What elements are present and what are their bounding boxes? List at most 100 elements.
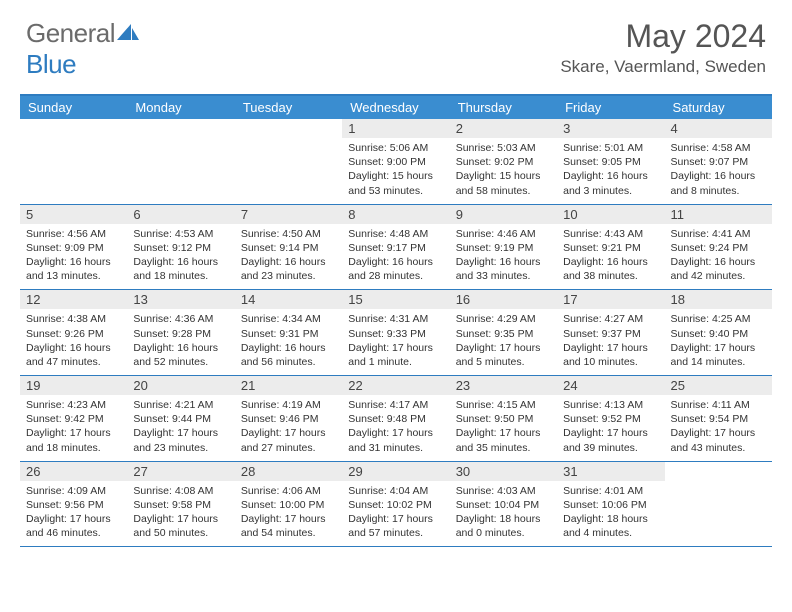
logo-text: General Blue <box>26 18 139 80</box>
day-info: Sunrise: 4:34 AMSunset: 9:31 PMDaylight:… <box>241 312 336 369</box>
day-cell <box>235 119 342 204</box>
day-number: 6 <box>127 205 234 224</box>
logo-text-blue: Blue <box>26 49 76 79</box>
sunset-text: Sunset: 9:26 PM <box>26 327 121 341</box>
sunset-text: Sunset: 10:04 PM <box>456 498 551 512</box>
sunset-text: Sunset: 9:42 PM <box>26 412 121 426</box>
sunset-text: Sunset: 9:00 PM <box>348 155 443 169</box>
day-number <box>127 119 234 138</box>
sunrise-text: Sunrise: 4:34 AM <box>241 312 336 326</box>
day-cell: 14Sunrise: 4:34 AMSunset: 9:31 PMDayligh… <box>235 290 342 375</box>
day-header: Saturday <box>665 96 772 119</box>
sunrise-text: Sunrise: 4:50 AM <box>241 227 336 241</box>
sunset-text: Sunset: 9:37 PM <box>563 327 658 341</box>
sunset-text: Sunset: 9:02 PM <box>456 155 551 169</box>
day-header: Sunday <box>20 96 127 119</box>
sunrise-text: Sunrise: 4:58 AM <box>671 141 766 155</box>
day-header: Thursday <box>450 96 557 119</box>
sunrise-text: Sunrise: 5:03 AM <box>456 141 551 155</box>
daylight-text: Daylight: 16 hours and 52 minutes. <box>133 341 228 369</box>
day-number: 9 <box>450 205 557 224</box>
day-cell: 12Sunrise: 4:38 AMSunset: 9:26 PMDayligh… <box>20 290 127 375</box>
sunset-text: Sunset: 9:24 PM <box>671 241 766 255</box>
day-info: Sunrise: 4:58 AMSunset: 9:07 PMDaylight:… <box>671 141 766 198</box>
sunset-text: Sunset: 9:33 PM <box>348 327 443 341</box>
day-number: 21 <box>235 376 342 395</box>
day-info: Sunrise: 4:41 AMSunset: 9:24 PMDaylight:… <box>671 227 766 284</box>
day-number <box>665 462 772 481</box>
daylight-text: Daylight: 18 hours and 4 minutes. <box>563 512 658 540</box>
sunset-text: Sunset: 10:00 PM <box>241 498 336 512</box>
daylight-text: Daylight: 17 hours and 10 minutes. <box>563 341 658 369</box>
day-cell: 9 Sunrise: 4:46 AMSunset: 9:19 PMDaylight… <box>450 205 557 290</box>
day-number: 23 <box>450 376 557 395</box>
sunrise-text: Sunrise: 4:38 AM <box>26 312 121 326</box>
day-number: 2 <box>450 119 557 138</box>
week-row: 26Sunrise: 4:09 AMSunset: 9:56 PMDayligh… <box>20 462 772 548</box>
day-cell: 29Sunrise: 4:04 AMSunset: 10:02 PMDaylig… <box>342 462 449 547</box>
day-info: Sunrise: 4:17 AMSunset: 9:48 PMDaylight:… <box>348 398 443 455</box>
logo: General Blue <box>26 18 139 80</box>
day-info: Sunrise: 4:27 AMSunset: 9:37 PMDaylight:… <box>563 312 658 369</box>
daylight-text: Daylight: 17 hours and 23 minutes. <box>133 426 228 454</box>
day-cell: 15Sunrise: 4:31 AMSunset: 9:33 PMDayligh… <box>342 290 449 375</box>
week-row: 12Sunrise: 4:38 AMSunset: 9:26 PMDayligh… <box>20 290 772 376</box>
day-number <box>235 119 342 138</box>
day-info: Sunrise: 4:46 AMSunset: 9:19 PMDaylight:… <box>456 227 551 284</box>
sunrise-text: Sunrise: 4:03 AM <box>456 484 551 498</box>
sunrise-text: Sunrise: 4:15 AM <box>456 398 551 412</box>
daylight-text: Daylight: 16 hours and 56 minutes. <box>241 341 336 369</box>
day-info: Sunrise: 4:23 AMSunset: 9:42 PMDaylight:… <box>26 398 121 455</box>
sunrise-text: Sunrise: 4:53 AM <box>133 227 228 241</box>
sunset-text: Sunset: 9:52 PM <box>563 412 658 426</box>
day-number: 3 <box>557 119 664 138</box>
day-cell: 28Sunrise: 4:06 AMSunset: 10:00 PMDaylig… <box>235 462 342 547</box>
day-cell: 11 Sunrise: 4:41 AMSunset: 9:24 PMDayligh… <box>665 205 772 290</box>
sunset-text: Sunset: 9:44 PM <box>133 412 228 426</box>
day-info: Sunrise: 4:03 AMSunset: 10:04 PMDaylight… <box>456 484 551 541</box>
sunset-text: Sunset: 9:14 PM <box>241 241 336 255</box>
sunset-text: Sunset: 9:12 PM <box>133 241 228 255</box>
day-number: 4 <box>665 119 772 138</box>
sunrise-text: Sunrise: 4:06 AM <box>241 484 336 498</box>
sunrise-text: Sunrise: 4:13 AM <box>563 398 658 412</box>
day-info: Sunrise: 4:08 AMSunset: 9:58 PMDaylight:… <box>133 484 228 541</box>
daylight-text: Daylight: 17 hours and 46 minutes. <box>26 512 121 540</box>
sunset-text: Sunset: 9:19 PM <box>456 241 551 255</box>
sunrise-text: Sunrise: 4:48 AM <box>348 227 443 241</box>
day-cell: 13Sunrise: 4:36 AMSunset: 9:28 PMDayligh… <box>127 290 234 375</box>
daylight-text: Daylight: 17 hours and 27 minutes. <box>241 426 336 454</box>
sunset-text: Sunset: 9:09 PM <box>26 241 121 255</box>
daylight-text: Daylight: 17 hours and 31 minutes. <box>348 426 443 454</box>
day-cell: 10Sunrise: 4:43 AMSunset: 9:21 PMDayligh… <box>557 205 664 290</box>
day-info: Sunrise: 4:04 AMSunset: 10:02 PMDaylight… <box>348 484 443 541</box>
daylight-text: Daylight: 16 hours and 8 minutes. <box>671 169 766 197</box>
day-number: 1 <box>342 119 449 138</box>
day-number: 20 <box>127 376 234 395</box>
day-header: Tuesday <box>235 96 342 119</box>
day-info: Sunrise: 4:43 AMSunset: 9:21 PMDaylight:… <box>563 227 658 284</box>
week-row: 5Sunrise: 4:56 AMSunset: 9:09 PMDaylight… <box>20 205 772 291</box>
daylight-text: Daylight: 17 hours and 14 minutes. <box>671 341 766 369</box>
sunrise-text: Sunrise: 4:41 AM <box>671 227 766 241</box>
sunrise-text: Sunrise: 4:27 AM <box>563 312 658 326</box>
day-cell: 19Sunrise: 4:23 AMSunset: 9:42 PMDayligh… <box>20 376 127 461</box>
day-number: 5 <box>20 205 127 224</box>
day-info: Sunrise: 4:19 AMSunset: 9:46 PMDaylight:… <box>241 398 336 455</box>
day-info: Sunrise: 4:31 AMSunset: 9:33 PMDaylight:… <box>348 312 443 369</box>
day-cell: 1Sunrise: 5:06 AMSunset: 9:00 PMDaylight… <box>342 119 449 204</box>
day-cell: 30Sunrise: 4:03 AMSunset: 10:04 PMDaylig… <box>450 462 557 547</box>
day-number: 11 <box>665 205 772 224</box>
day-header: Friday <box>557 96 664 119</box>
daylight-text: Daylight: 15 hours and 58 minutes. <box>456 169 551 197</box>
daylight-text: Daylight: 16 hours and 18 minutes. <box>133 255 228 283</box>
day-info: Sunrise: 4:06 AMSunset: 10:00 PMDaylight… <box>241 484 336 541</box>
day-info: Sunrise: 4:15 AMSunset: 9:50 PMDaylight:… <box>456 398 551 455</box>
daylight-text: Daylight: 16 hours and 38 minutes. <box>563 255 658 283</box>
sunrise-text: Sunrise: 4:21 AM <box>133 398 228 412</box>
sunrise-text: Sunrise: 4:36 AM <box>133 312 228 326</box>
day-number: 16 <box>450 290 557 309</box>
sunrise-text: Sunrise: 4:11 AM <box>671 398 766 412</box>
sunset-text: Sunset: 9:54 PM <box>671 412 766 426</box>
day-cell: 6 Sunrise: 4:53 AMSunset: 9:12 PMDaylight… <box>127 205 234 290</box>
